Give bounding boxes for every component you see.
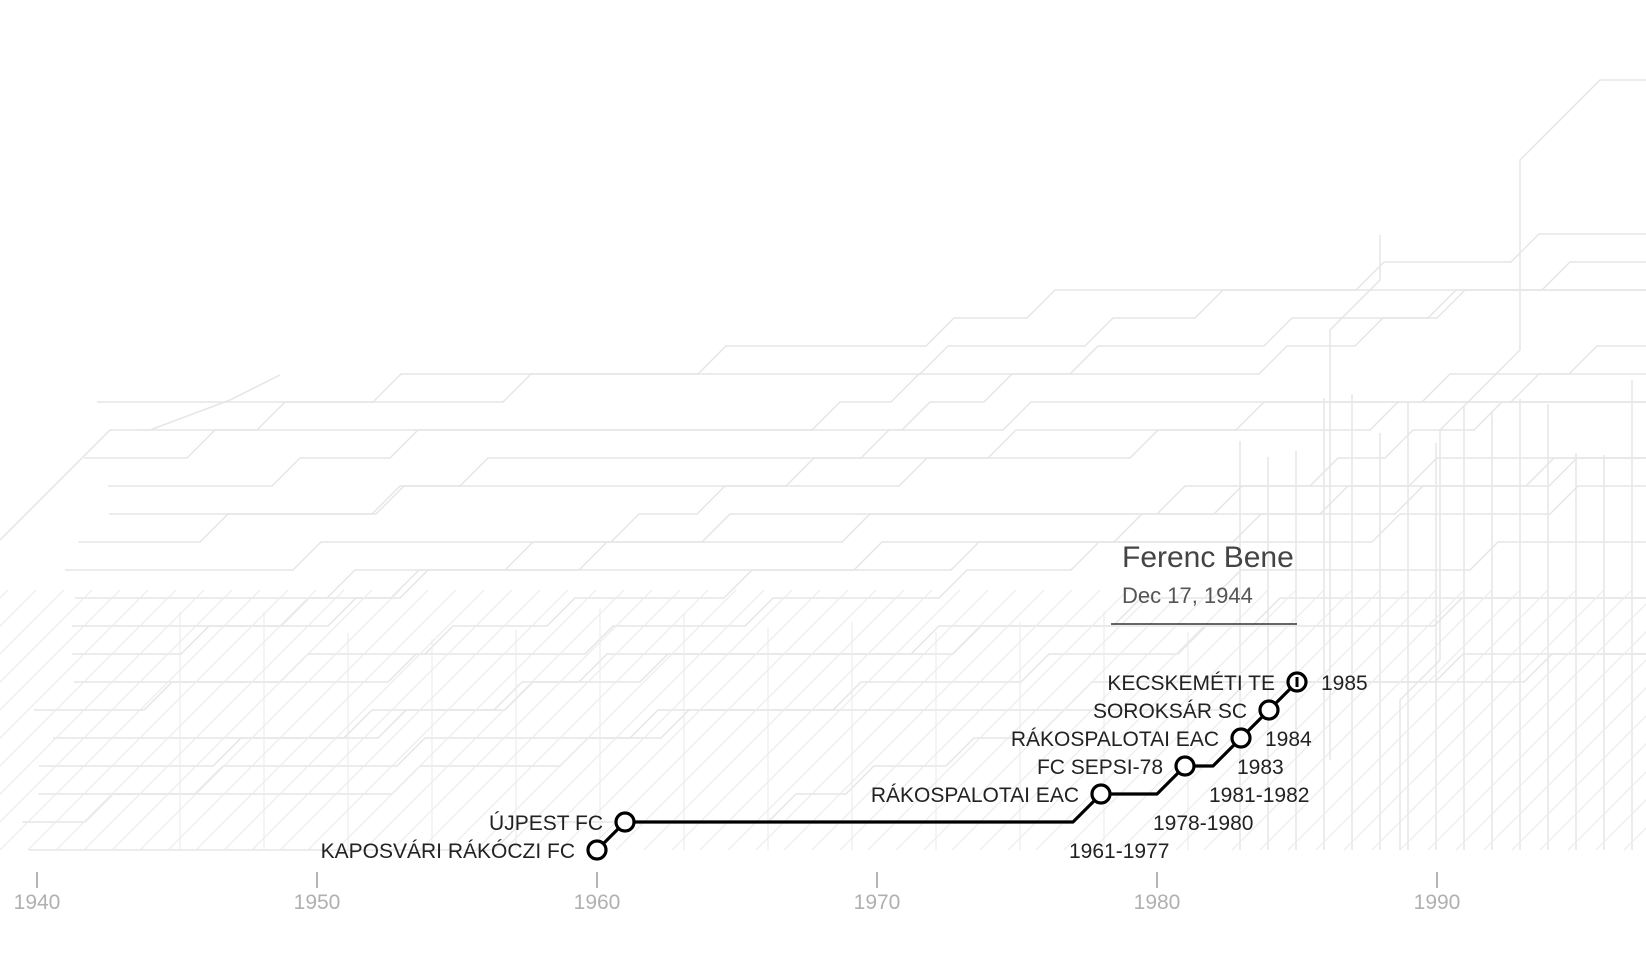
years-label: 1961-1977 (1069, 840, 1169, 863)
x-tick-label: 1990 (1414, 891, 1461, 914)
club-label: RÁKOSPALOTAI EAC (871, 784, 1079, 807)
station: KECSKEMÉTI TE 1985 (1107, 671, 1368, 695)
club-label: ÚJPEST FC (489, 812, 603, 835)
career-line (595, 680, 1299, 852)
x-tick-label: 1950 (294, 891, 341, 914)
years-label: 1985 (1321, 672, 1368, 695)
station-marker (1258, 699, 1280, 721)
years-label: 1984 (1265, 728, 1312, 751)
station-marker (1230, 727, 1252, 749)
club-label: KAPOSVÁRI RÁKÓCZI FC (321, 840, 575, 863)
club-label: KECSKEMÉTI TE (1107, 672, 1275, 695)
station-marker (1174, 755, 1196, 777)
club-label: FC SEPSI-78 (1037, 756, 1163, 779)
station-marker (1090, 783, 1112, 805)
career-stations: KAPOSVÁRI RÁKÓCZI FC ÚJPEST FC 1961-1977 RÁ… (321, 671, 1368, 863)
career-path (595, 680, 1299, 852)
x-tick-label: 1980 (1134, 891, 1181, 914)
x-tick-label: 1940 (14, 891, 61, 914)
player-birth-date: Dec 17, 1944 (1122, 583, 1253, 608)
club-label: SOROKSÁR SC (1093, 700, 1247, 723)
years-label: 1983 (1237, 756, 1284, 779)
station: SOROKSÁR SC 1984 (1093, 699, 1312, 751)
club-label: RÁKOSPALOTAI EAC (1011, 728, 1219, 751)
years-label: 1978-1980 (1153, 812, 1253, 835)
station-marker (614, 811, 636, 833)
station: RÁKOSPALOTAI EAC 1978-1980 (871, 783, 1253, 835)
station: KAPOSVÁRI RÁKÓCZI FC (321, 839, 608, 863)
station: ÚJPEST FC 1961-1977 (489, 811, 1169, 863)
station: FC SEPSI-78 1981-1982 (1037, 755, 1309, 807)
player-name: Ferenc Bene (1122, 541, 1294, 574)
station-marker (586, 839, 608, 861)
station: RÁKOSPALOTAI EAC 1983 (1011, 727, 1284, 779)
x-axis: 1940 1950 1960 1970 1980 1990 (14, 872, 1461, 914)
years-label: 1981-1982 (1209, 784, 1309, 807)
background-career-lines (0, 79, 1646, 851)
x-tick-label: 1960 (574, 891, 621, 914)
x-tick-label: 1970 (854, 891, 901, 914)
player-card: Ferenc Bene Dec 17, 1944 (1111, 541, 1297, 625)
